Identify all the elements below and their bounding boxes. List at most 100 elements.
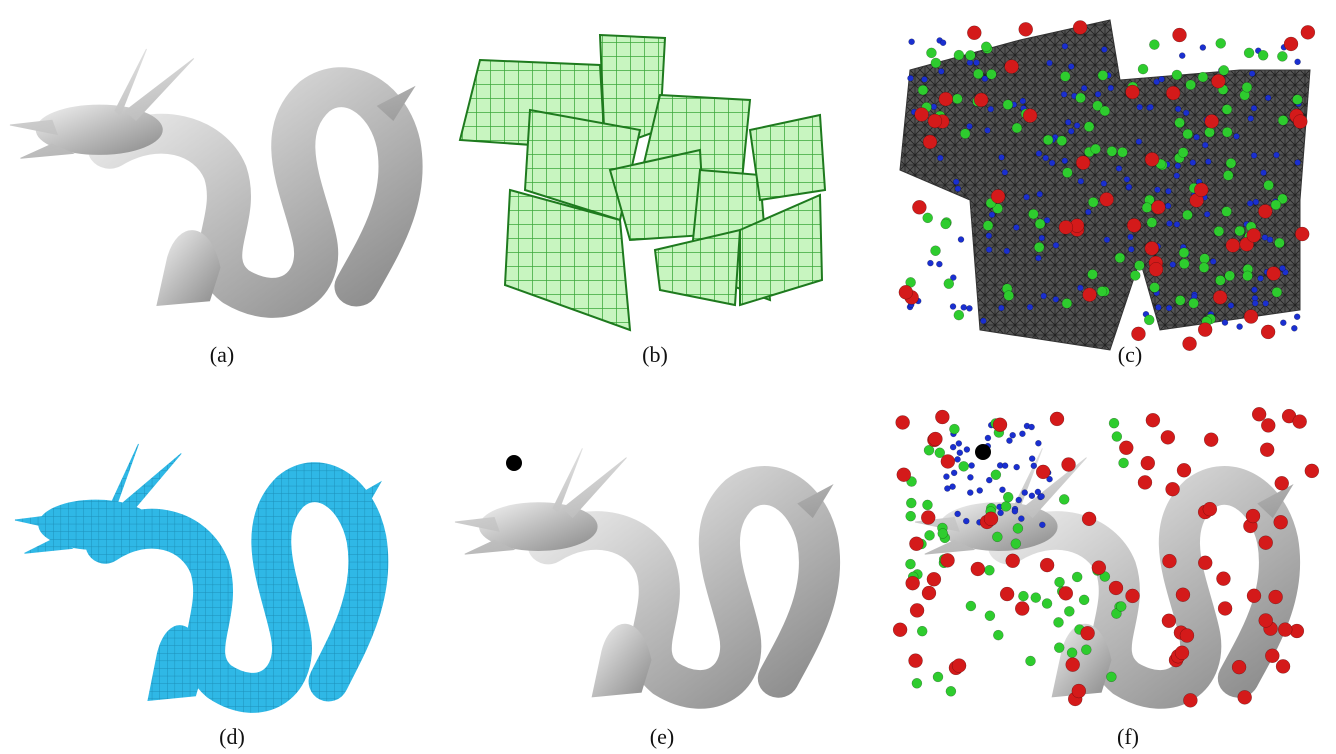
point bbox=[1125, 85, 1139, 99]
point bbox=[1147, 218, 1157, 228]
point bbox=[1177, 463, 1191, 477]
point bbox=[1019, 431, 1025, 437]
point bbox=[1149, 40, 1159, 50]
point bbox=[1238, 690, 1252, 704]
point bbox=[1012, 508, 1018, 514]
point bbox=[1031, 593, 1041, 603]
point bbox=[981, 42, 991, 52]
point bbox=[931, 246, 941, 256]
point bbox=[984, 127, 990, 133]
point bbox=[941, 454, 955, 468]
point bbox=[959, 461, 969, 471]
point bbox=[1214, 226, 1224, 236]
point bbox=[1265, 95, 1271, 101]
point bbox=[1131, 327, 1145, 341]
point bbox=[937, 155, 943, 161]
point bbox=[967, 474, 973, 480]
point bbox=[921, 511, 935, 525]
point bbox=[1261, 418, 1275, 432]
point bbox=[1172, 70, 1182, 80]
point bbox=[999, 154, 1005, 160]
figure: (a) (b) (c) (d) (e) (f) bbox=[0, 0, 1336, 754]
point bbox=[1211, 74, 1225, 88]
point bbox=[1284, 37, 1298, 51]
dragon-render bbox=[10, 49, 414, 306]
point bbox=[1062, 168, 1072, 178]
point bbox=[1019, 22, 1033, 36]
point bbox=[909, 654, 923, 668]
point bbox=[1084, 122, 1094, 132]
point bbox=[1035, 219, 1045, 229]
point bbox=[1004, 248, 1010, 254]
point bbox=[1100, 106, 1110, 116]
point bbox=[1081, 85, 1087, 91]
point bbox=[985, 611, 995, 621]
point bbox=[1011, 539, 1021, 549]
point bbox=[1145, 241, 1159, 255]
point bbox=[1092, 561, 1106, 575]
point bbox=[1263, 300, 1269, 306]
point bbox=[1144, 315, 1154, 325]
point bbox=[1018, 516, 1024, 522]
point bbox=[1173, 28, 1187, 42]
point bbox=[1002, 169, 1008, 175]
point bbox=[927, 260, 933, 266]
point bbox=[956, 440, 962, 446]
point bbox=[1161, 430, 1175, 444]
point bbox=[1251, 105, 1257, 111]
point bbox=[953, 179, 959, 185]
point bbox=[1027, 304, 1033, 310]
point bbox=[1000, 587, 1014, 601]
point bbox=[998, 305, 1004, 311]
point bbox=[951, 470, 957, 476]
point bbox=[1205, 114, 1219, 128]
point bbox=[1100, 192, 1114, 206]
point bbox=[923, 213, 933, 223]
point bbox=[1175, 295, 1185, 305]
point bbox=[1043, 135, 1053, 145]
point bbox=[1081, 626, 1095, 640]
point bbox=[1260, 443, 1274, 457]
point bbox=[1067, 648, 1077, 658]
point bbox=[961, 304, 967, 310]
point bbox=[1278, 623, 1292, 637]
point bbox=[1055, 577, 1065, 587]
point bbox=[1034, 242, 1044, 252]
point bbox=[960, 129, 970, 139]
point bbox=[1280, 265, 1286, 271]
point bbox=[1006, 438, 1012, 444]
point bbox=[909, 39, 915, 45]
point bbox=[1271, 200, 1281, 210]
point bbox=[1291, 325, 1297, 331]
point bbox=[1059, 220, 1073, 234]
point bbox=[957, 450, 963, 456]
point bbox=[984, 565, 994, 575]
point bbox=[1228, 302, 1234, 308]
point bbox=[986, 477, 992, 483]
point bbox=[1203, 502, 1217, 516]
point bbox=[1035, 255, 1041, 261]
point bbox=[1175, 118, 1185, 128]
point bbox=[1244, 48, 1254, 58]
point bbox=[1216, 572, 1230, 586]
point bbox=[1062, 158, 1068, 164]
point bbox=[1277, 51, 1287, 61]
voxel-render bbox=[15, 444, 381, 701]
point bbox=[944, 279, 954, 289]
point bbox=[1066, 658, 1080, 672]
point bbox=[1165, 188, 1171, 194]
point bbox=[952, 94, 962, 104]
point bbox=[1037, 191, 1043, 197]
point bbox=[1182, 210, 1192, 220]
point bbox=[1258, 275, 1264, 281]
point bbox=[1175, 646, 1189, 660]
point bbox=[1130, 270, 1140, 280]
caption: (a) bbox=[210, 342, 234, 367]
point bbox=[1190, 160, 1196, 166]
point bbox=[925, 530, 935, 540]
point bbox=[1014, 464, 1020, 470]
point bbox=[1015, 602, 1029, 616]
point bbox=[1179, 259, 1189, 269]
point bbox=[1041, 293, 1047, 299]
point bbox=[921, 76, 927, 82]
